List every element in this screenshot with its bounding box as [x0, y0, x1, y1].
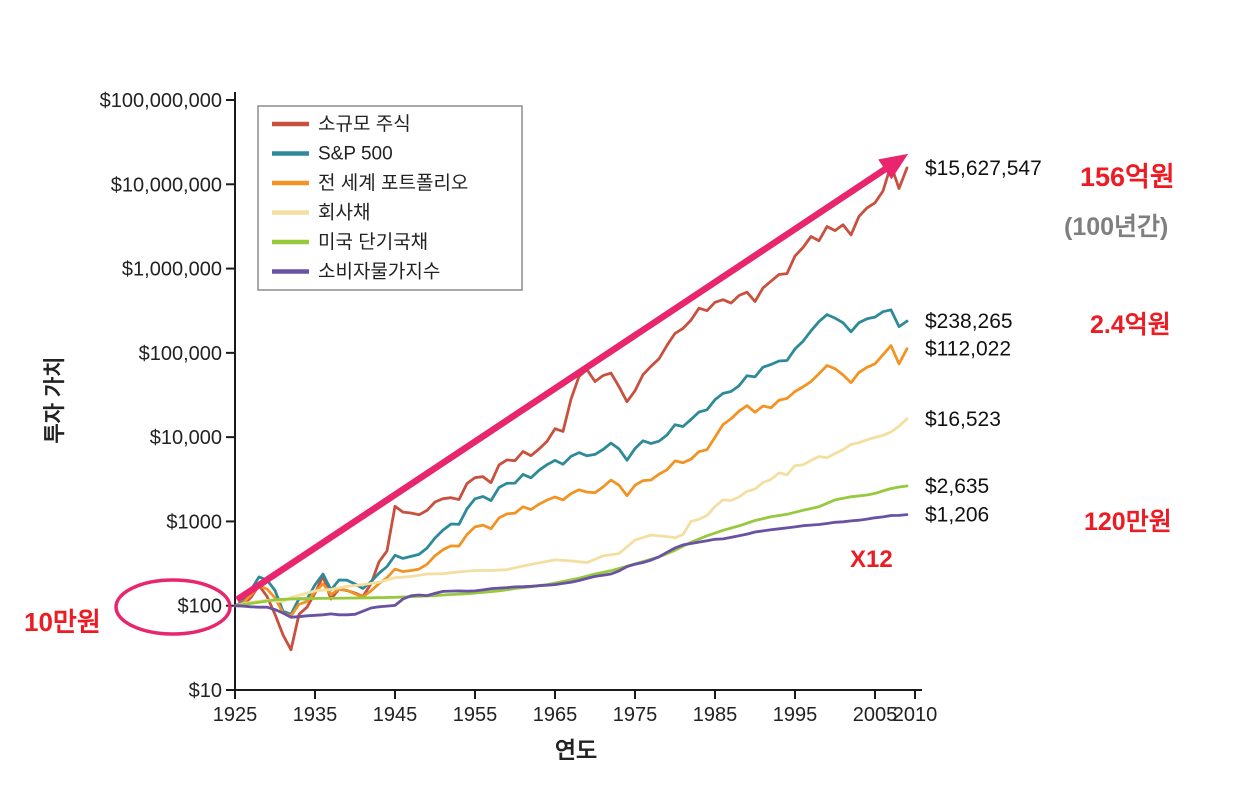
y-tick-label: $100 [178, 596, 223, 618]
cpi-multiplier: X12 [850, 546, 893, 573]
x-tick-label: 1985 [693, 704, 738, 726]
y-axis-title: 투자 가치 [42, 356, 67, 443]
legend-label-small-stocks: 소규모 주식 [318, 113, 411, 135]
x-tick-label: 1935 [293, 704, 338, 726]
series-line-world-portfolio [233, 344, 909, 618]
end-value-label-us-tbills: $2,635 [925, 475, 989, 498]
x-tick-label: 1995 [773, 704, 818, 726]
y-tick-label: $1000 [166, 511, 222, 533]
x-tick-label: 1925 [213, 704, 258, 726]
start-value-circle [114, 578, 232, 636]
x-tick-label: 2010 [893, 704, 938, 726]
legend-label-cpi: 소비자물가지수 [318, 261, 440, 283]
y-tick-label: $100,000,000 [100, 90, 222, 112]
cpi-value-won: 120만원 [1084, 508, 1172, 536]
series-line-sp500 [233, 308, 909, 616]
sp500-value-won: 2.4억원 [1090, 311, 1171, 339]
end-value-label-world-portfolio: $112,022 [925, 338, 1011, 361]
start-won-label: 10만원 [24, 607, 101, 637]
legend-label-us-tbills: 미국 단기국채 [318, 231, 428, 253]
x-tick-label: 1955 [453, 704, 498, 726]
y-tick-label: $1,000,000 [122, 259, 222, 281]
legend-label-sp500: S&P 500 [318, 144, 393, 165]
x-axis-title: 연도 [555, 737, 597, 763]
y-tick-label: $100,000 [139, 343, 222, 365]
series-lines: $15,627,547 $238,265 $112,022 $16,523 $2,635… [233, 157, 1042, 652]
x-tick-label: 1945 [373, 704, 418, 726]
series-line-cpi [233, 513, 909, 619]
end-value-label-cpi: $1,206 [925, 504, 989, 527]
final-value-won: 156억원 [1080, 162, 1175, 192]
end-value-label-corporate-bonds: $16,523 [925, 408, 1001, 431]
legend-label-corporate-bonds: 회사채 [318, 202, 370, 224]
series-line-corporate-bonds [233, 417, 909, 608]
end-value-label-small-stocks: $15,627,547 [925, 157, 1042, 180]
duration-label: (100년간) [1064, 213, 1168, 241]
y-tick-label: $10 [189, 680, 222, 702]
x-tick-label: 2005 [853, 704, 898, 726]
x-tick-label: 1965 [533, 704, 578, 726]
axes: $100,000,000 $10,000,000 $1,000,000 $100,00… [100, 90, 938, 726]
legend-label-world-portfolio: 전 세계 포트폴리오 [318, 172, 468, 194]
end-value-label-sp500: $238,265 [925, 310, 1013, 333]
series-line-us-tbills [233, 484, 909, 608]
y-tick-label: $10,000 [150, 427, 222, 449]
x-tick-label: 1975 [613, 704, 658, 726]
growth-arrow [235, 153, 909, 603]
legend-box [257, 105, 523, 291]
annotations-layer: 10만원 156억원 (100년간) 2.4억원 120만원 X12 [24, 153, 1175, 637]
y-tick-label: $10,000,000 [111, 174, 222, 196]
